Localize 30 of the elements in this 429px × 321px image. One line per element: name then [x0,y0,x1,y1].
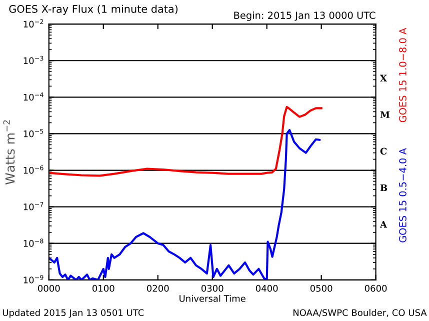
x-tick-label: 0400 [256,284,278,292]
y-tick-label: 10$^{−9}$ [24,275,44,284]
y-tick-label: 10$^{−8}$ [24,238,44,247]
text: GOES 15 0.5−4.0 A [399,148,406,242]
x-tick-label: 0500 [310,284,332,292]
y-tick-label: 10$^{−3}$ [24,56,44,64]
x-tick-label: 0200 [146,284,169,292]
text: X [380,74,387,82]
text: M [380,111,390,118]
chart-subtitle: Begin: 2015 Jan 13 0000 UTC [234,11,376,21]
text: A [380,221,388,228]
y-tick-label: 10$^{−6}$ [24,165,44,174]
line-series [48,106,322,177]
x-tick-label: 0000 [38,284,60,292]
x-axis-title: Universal Time [180,294,246,302]
text: B [380,184,388,192]
text: GOES 15 1.0−8.0 A [399,28,406,122]
y-tick-label: 10$^{−4}$ [24,92,44,101]
text: C [380,148,387,155]
y-tick-label: 10$^{−7}$ [24,202,44,210]
line-series [48,129,321,280]
text: NOAA/SWPC Boulder, CO USA [293,309,427,317]
x-tick-label: 0300 [201,284,224,292]
y-axis-title: Watts m$^{−2}$ [3,120,15,185]
chart-title: GOES X-ray Flux (1 minute data) [9,4,178,15]
y-tick-label: 10$^{−5}$ [24,129,44,138]
x-tick-label: 0100 [92,284,114,292]
x-tick-label: 0600 [364,284,387,292]
text: Updated 2015 Jan 13 0501 UTC [2,309,144,318]
y-tick-label: 10$^{−2}$ [24,19,44,28]
